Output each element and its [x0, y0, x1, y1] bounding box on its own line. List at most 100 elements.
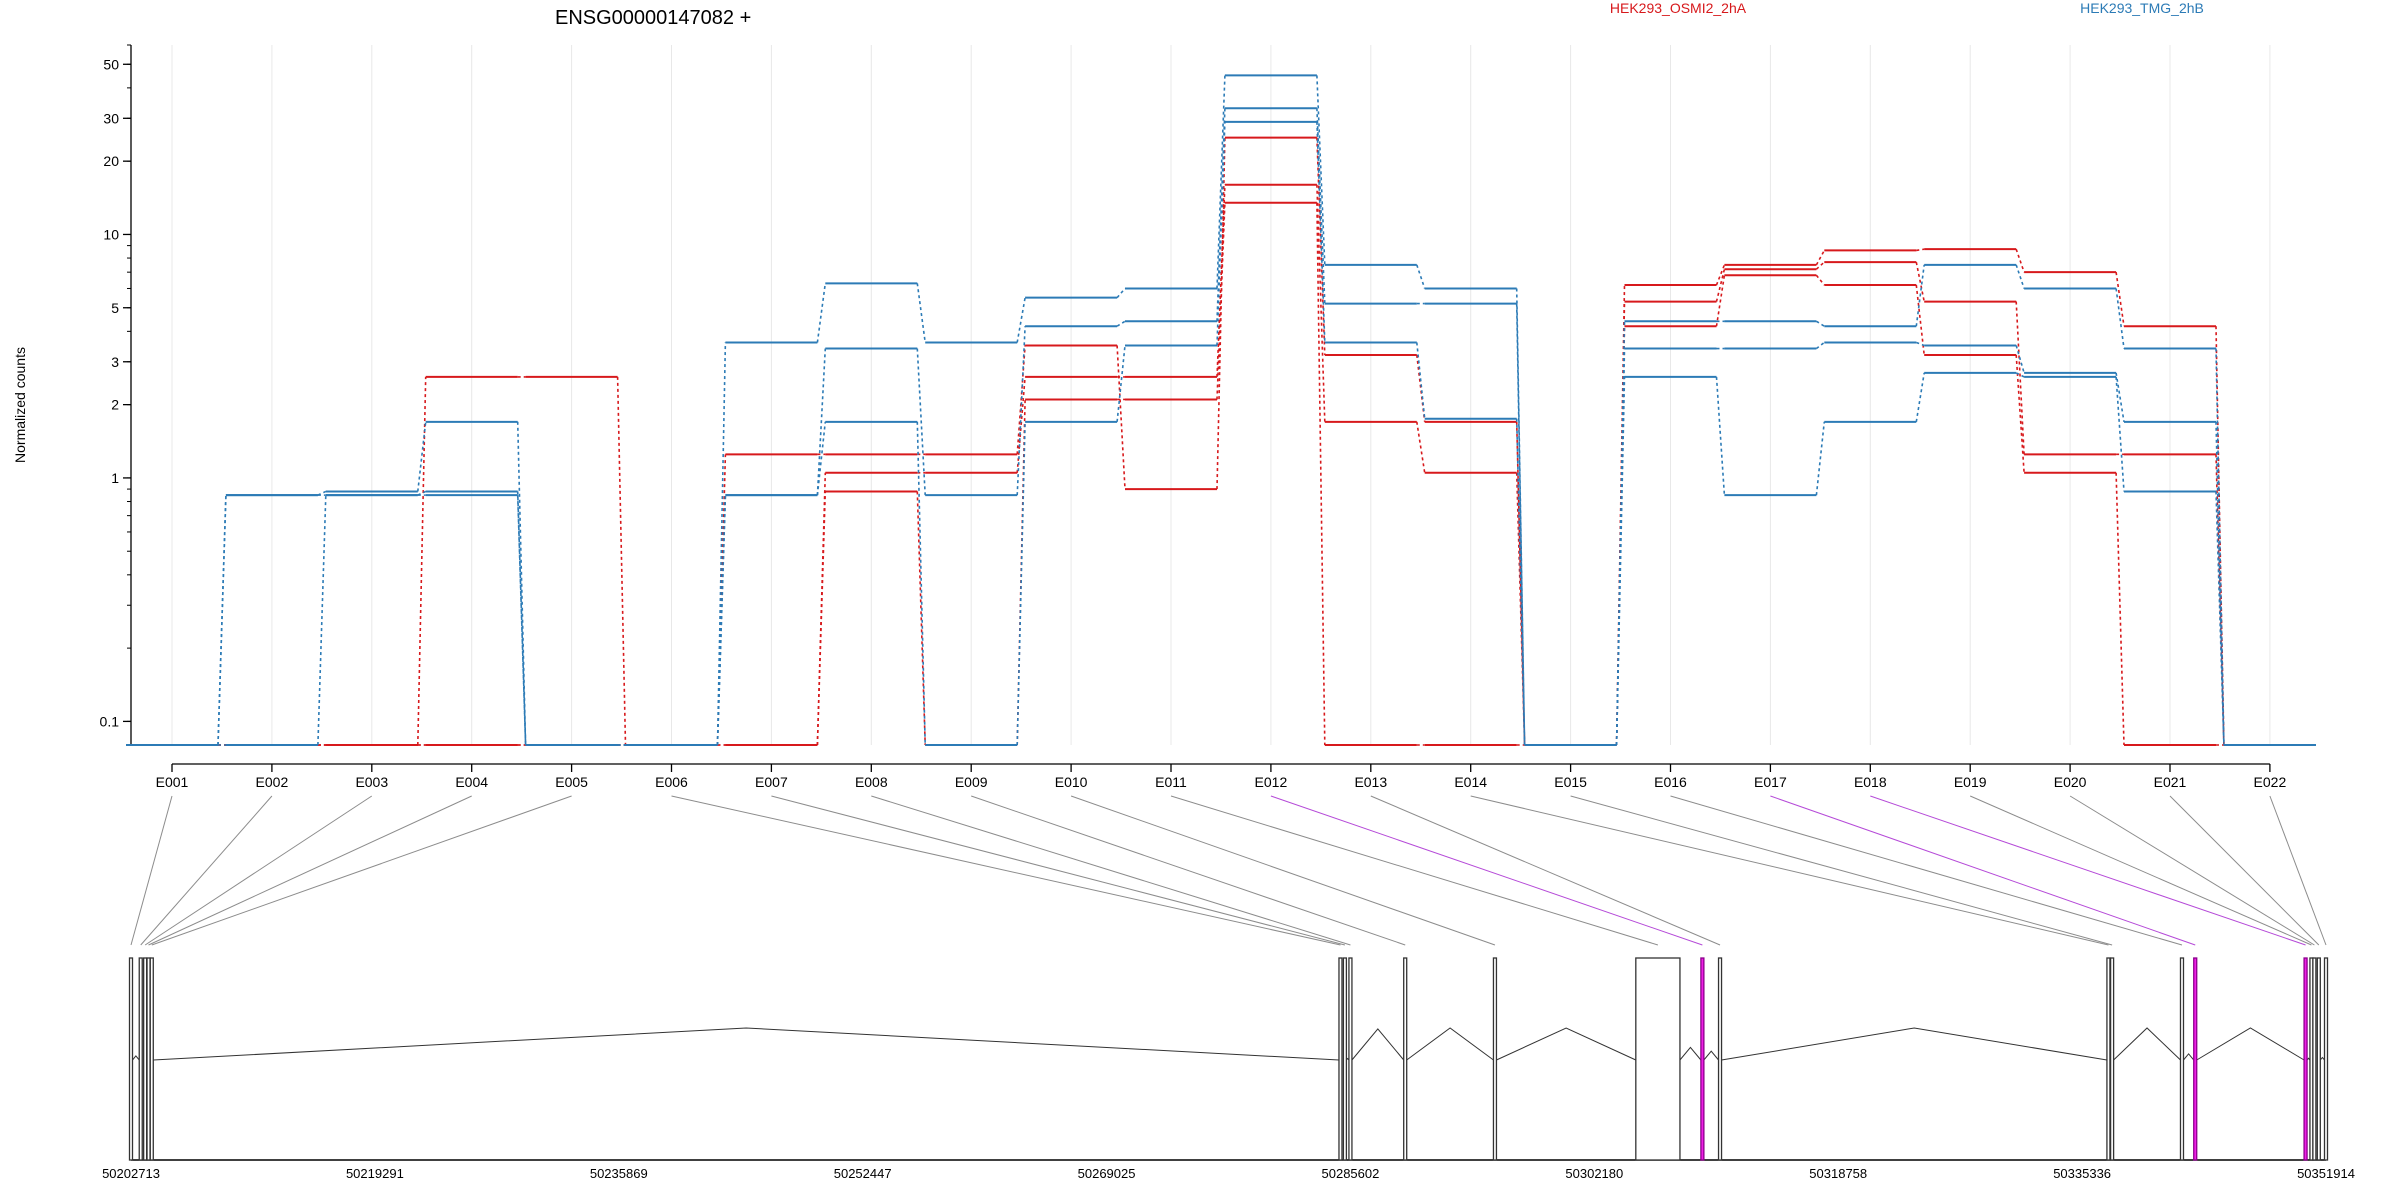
series-connector	[417, 376, 427, 746]
series-connector	[1715, 269, 1726, 302]
series-connector	[1815, 341, 1825, 350]
exon-label-E010: E010	[1055, 774, 1088, 790]
series-connector	[816, 472, 827, 746]
y-tick-label: 5	[111, 300, 119, 316]
series-1	[126, 183, 2316, 746]
series-connector	[1016, 399, 1026, 746]
y-axis: 0.1 1 2 3 5 10 20 30 50	[100, 44, 132, 745]
exon-box-E003	[143, 957, 148, 1161]
series-connector	[616, 376, 627, 746]
exon-label-E020: E020	[2054, 774, 2087, 790]
exon-connector-E022	[2269, 795, 2327, 946]
exon-connector-E006	[671, 795, 1341, 946]
exon-box-E005	[149, 957, 154, 1161]
exon-box-E001	[128, 957, 134, 1161]
series-connector	[1116, 287, 1126, 299]
y-tick-label: 2	[111, 397, 119, 413]
series-connector	[1715, 376, 1726, 496]
series-connector	[816, 421, 827, 496]
series-connector	[916, 491, 926, 746]
series-connector	[816, 283, 827, 343]
series-connector	[1416, 354, 1426, 422]
exon-box-E017	[2193, 957, 2198, 1161]
exon-box-E016	[2179, 957, 2185, 1161]
series-connector	[1016, 326, 1026, 496]
genomic-coordinate-label: 50285602	[1322, 1166, 1380, 1181]
exon-box-E021	[2316, 957, 2321, 1161]
y-axis-label: Normalized counts	[12, 347, 28, 463]
series-connector	[1416, 264, 1426, 289]
exon-label-E001: E001	[156, 774, 189, 790]
series-connector	[2015, 354, 2025, 473]
genomic-coordinate-label: 50252447	[834, 1166, 892, 1181]
exon-connector-E014	[1470, 795, 2109, 946]
exon-box-E004	[146, 957, 151, 1161]
series-connector	[1515, 288, 1526, 746]
series-connector	[1016, 297, 1026, 343]
chart-title: ENSG00000147082 +	[555, 7, 751, 29]
exon-connector-E013	[1370, 795, 1721, 946]
series-connector	[1815, 421, 1826, 496]
exon-label-E005: E005	[555, 774, 588, 790]
intron-line	[1406, 1027, 1494, 1061]
series-connector	[1016, 376, 1026, 473]
exon-connector-E015	[1570, 795, 2113, 946]
exon-label-E019: E019	[1954, 774, 1987, 790]
exon-connector-E009	[971, 795, 1406, 946]
series-connector	[2015, 345, 2025, 374]
exon-label-E002: E002	[256, 774, 289, 790]
intron-line	[2196, 1027, 2305, 1061]
exon-connector-E021	[2169, 795, 2320, 946]
series-connector	[1416, 421, 1426, 473]
exon-connector-E020	[2069, 795, 2315, 946]
exon-label-E014: E014	[1454, 774, 1487, 790]
series-connector	[1916, 248, 1925, 252]
series-connector	[1916, 341, 1925, 347]
series-4	[126, 107, 2316, 746]
intron-line	[1496, 1027, 1637, 1061]
exon-label-E021: E021	[2154, 774, 2187, 790]
series-2	[126, 201, 2316, 746]
y-tick-label: 20	[103, 153, 119, 169]
series-connector	[1016, 345, 1026, 455]
series-connector	[2115, 472, 2125, 746]
series-connector	[916, 348, 926, 496]
intron-line	[153, 1027, 1340, 1061]
series-connector	[1316, 75, 1326, 265]
series-connector	[1216, 202, 1226, 400]
exon-box-E008	[1348, 957, 1353, 1161]
series-connector	[716, 342, 727, 746]
exon-box-E011	[1635, 957, 1681, 1161]
genomic-coordinate-label: 50269025	[1078, 1166, 1136, 1181]
y-tick-label: 3	[111, 354, 119, 370]
series-connector	[1116, 345, 1126, 422]
genomic-coordinate-label: 50302180	[1565, 1166, 1623, 1181]
exon-label-E011: E011	[1155, 774, 1187, 790]
series-connector	[1515, 418, 1526, 746]
legend-entry-0: HEK293_OSMI2_2hA	[1610, 0, 1747, 16]
intron-line	[132, 1055, 140, 1061]
intron-line	[1351, 1028, 1405, 1061]
series-connector	[1915, 372, 1925, 422]
intron-line	[2113, 1027, 2181, 1061]
exon-connector-E019	[1969, 795, 2312, 946]
series-layer	[126, 74, 2316, 746]
exon-connector-E010	[1070, 795, 1496, 946]
series-connector	[1216, 184, 1226, 377]
exon-connector-E017	[1770, 795, 2196, 946]
y-tick-label: 50	[103, 56, 119, 72]
exon-connector-E011	[1170, 795, 1659, 946]
intron-line	[1703, 1050, 1719, 1061]
exon-box-E014	[2106, 957, 2111, 1161]
genomic-coordinate-label: 50202713	[102, 1166, 160, 1181]
legend: HEK293_OSMI2_2hA HEK293_TMG_2hB	[1610, 0, 2204, 16]
exon-label-E003: E003	[355, 774, 388, 790]
genomic-coordinate-label: 50219291	[346, 1166, 404, 1181]
series-connector	[2215, 491, 2225, 746]
series-connector	[1316, 108, 1326, 304]
series-connector	[1915, 264, 1925, 327]
exon-connector-E004	[148, 795, 472, 946]
series-connector	[2115, 372, 2125, 422]
exon-label-E022: E022	[2254, 774, 2287, 790]
exon-box-E020	[2312, 957, 2317, 1161]
